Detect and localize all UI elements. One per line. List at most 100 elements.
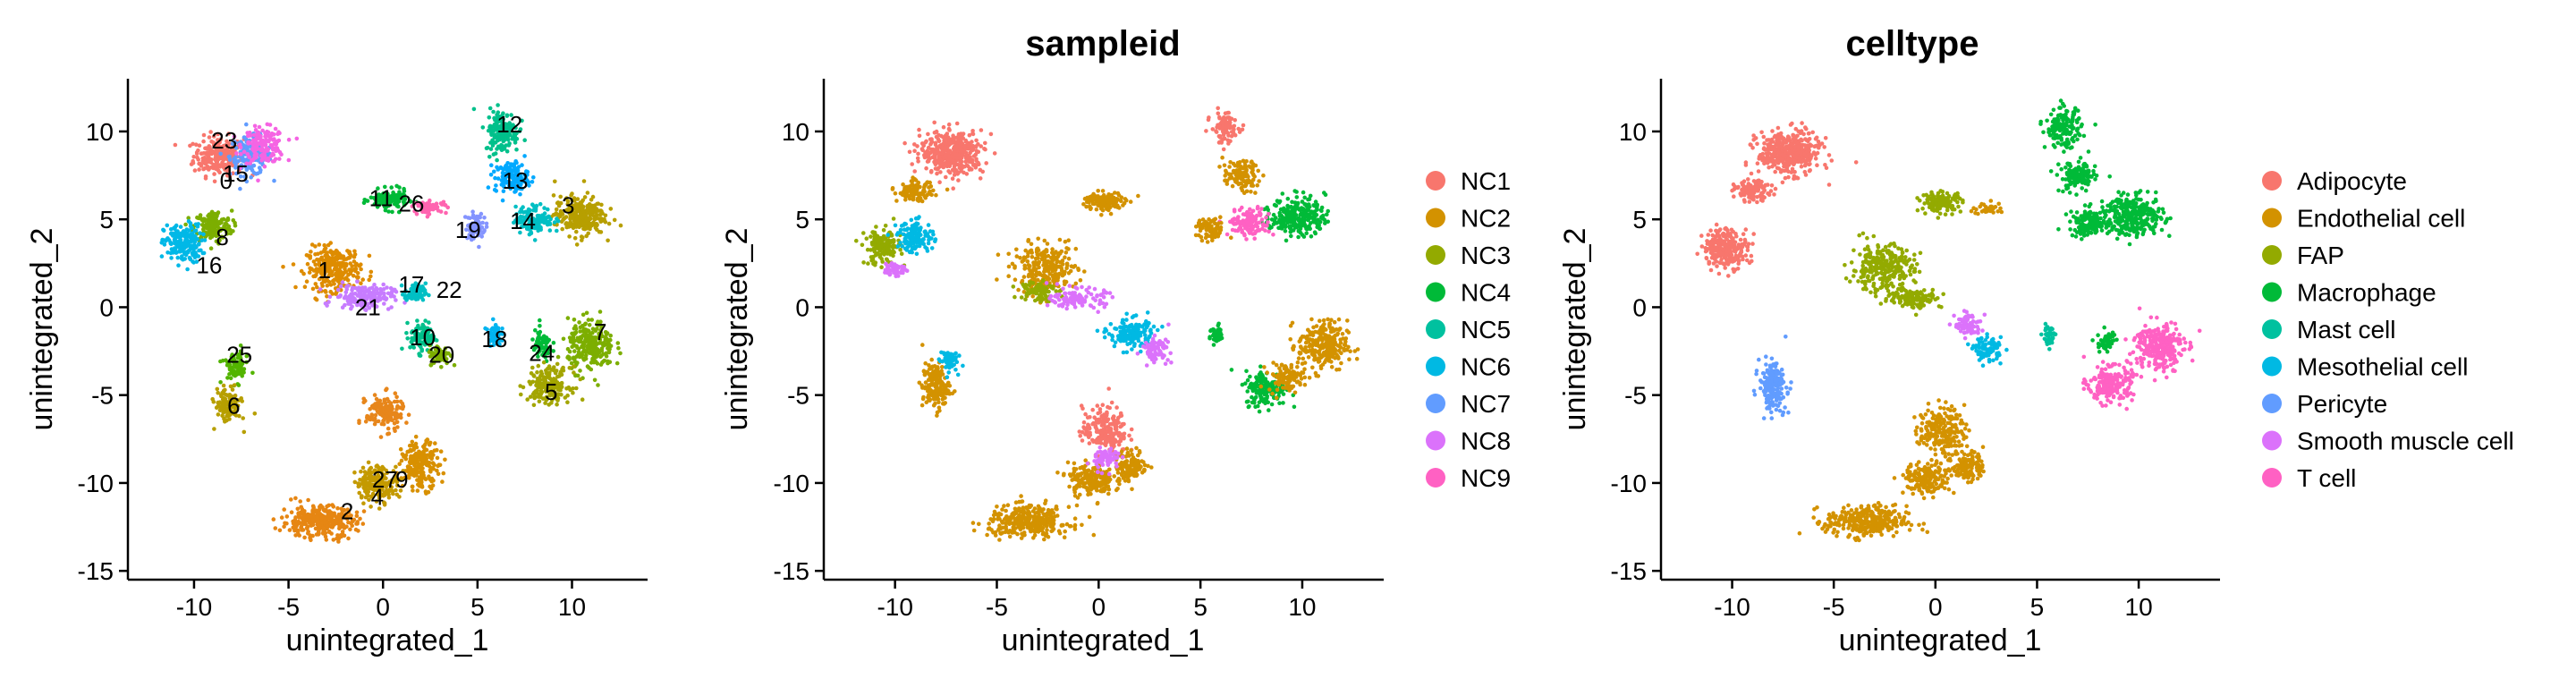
scatter-point	[298, 499, 303, 504]
x-axis-title: unintegrated_1	[286, 623, 489, 657]
scatter-point	[282, 524, 286, 529]
scatter-point	[471, 106, 477, 112]
scatter-point	[178, 225, 183, 229]
scatter-point	[575, 360, 580, 365]
scatter-point	[431, 466, 436, 471]
scatter-point	[275, 148, 281, 153]
scatter-point	[282, 507, 287, 512]
scatter-point	[216, 412, 221, 417]
scatter-point	[428, 478, 433, 482]
scatter-point	[482, 216, 487, 220]
scatter-point	[493, 151, 498, 156]
scatter-point	[618, 351, 623, 356]
cluster-label: 23	[211, 127, 237, 154]
scatter-point	[973, 144, 979, 148]
scatter-point	[269, 154, 274, 158]
scatter-point	[281, 265, 285, 269]
scatter-point	[395, 425, 400, 429]
scatter-point	[421, 449, 426, 454]
scatter-point	[559, 381, 564, 386]
scatter-point	[237, 142, 242, 148]
scatter-point	[548, 216, 553, 222]
scatter-point	[941, 124, 946, 130]
scatter-point	[386, 406, 392, 411]
scatter-point	[428, 450, 433, 455]
scatter-point	[365, 413, 369, 419]
scatter-point	[214, 162, 218, 167]
x-tick-label: -5	[277, 593, 300, 621]
scatter-point	[350, 304, 354, 310]
scatter-point	[181, 257, 185, 262]
scatter-point	[192, 168, 198, 173]
scatter-point	[967, 132, 972, 138]
scatter-point	[187, 234, 192, 240]
scatter-point	[939, 150, 945, 156]
scatter-point	[361, 501, 366, 505]
scatter-point	[432, 462, 436, 468]
scatter-point	[358, 516, 362, 522]
scatter-point	[256, 178, 260, 183]
scatter-point	[260, 128, 265, 133]
scatter-point	[992, 151, 997, 156]
scatter-point	[587, 223, 591, 227]
scatter-point	[433, 441, 437, 445]
scatter-point	[404, 331, 409, 335]
scatter-point	[204, 157, 209, 163]
x-tick-label: 10	[558, 593, 586, 621]
scatter-point	[201, 227, 206, 232]
scatter-point	[596, 201, 601, 206]
scatter-point	[915, 144, 919, 148]
scatter-point	[423, 318, 428, 323]
scatter-point	[331, 251, 336, 257]
scatter-point	[357, 420, 361, 426]
scatter-point	[522, 138, 527, 142]
scatter-point	[359, 262, 363, 267]
scatter-point	[916, 199, 921, 203]
scatter-point	[175, 255, 181, 260]
scatter-point	[277, 157, 282, 161]
scatter-point	[870, 242, 875, 247]
scatter-point	[242, 149, 247, 154]
scatter-point	[323, 530, 328, 536]
scatter-point	[215, 386, 220, 392]
cluster-label: 26	[398, 191, 424, 217]
scatter-point	[302, 535, 307, 540]
scatter-point	[532, 391, 538, 395]
scatter-point	[191, 155, 196, 159]
scatter-point	[588, 342, 593, 347]
scatter-point	[209, 140, 214, 144]
scatter-point	[944, 153, 948, 157]
scatter-point	[390, 287, 395, 293]
y-tick-label: -10	[78, 470, 114, 497]
scatter-point	[898, 248, 902, 252]
scatter-point	[344, 287, 350, 292]
scatter-point	[506, 143, 512, 148]
scatter-point	[385, 386, 389, 392]
scatter-point	[381, 287, 386, 292]
panel-clusters: 0123456789101112131415161718192021222324…	[25, 79, 648, 657]
scatter-point	[961, 153, 965, 157]
scatter-point	[552, 220, 557, 225]
cluster-label: 24	[529, 340, 555, 367]
scatter-point	[267, 123, 273, 127]
scatter-point	[883, 224, 888, 228]
scatter-point	[394, 298, 398, 302]
scatter-point	[313, 244, 318, 249]
scatter-point	[228, 384, 233, 389]
scatter-point	[580, 199, 584, 204]
cluster-label: 19	[455, 216, 481, 243]
scatter-point	[577, 320, 581, 325]
scatter-point	[601, 359, 606, 364]
scatter-point	[979, 128, 984, 132]
scatter-point	[294, 528, 299, 533]
scatter-point	[257, 124, 262, 130]
scatter-point	[381, 282, 386, 287]
scatter-point	[245, 131, 250, 135]
scatter-point	[958, 136, 962, 140]
scatter-point	[572, 349, 577, 353]
scatter-point	[255, 135, 259, 140]
scatter-point	[907, 149, 912, 155]
scatter-point	[381, 405, 386, 411]
scatter-point	[861, 231, 866, 235]
